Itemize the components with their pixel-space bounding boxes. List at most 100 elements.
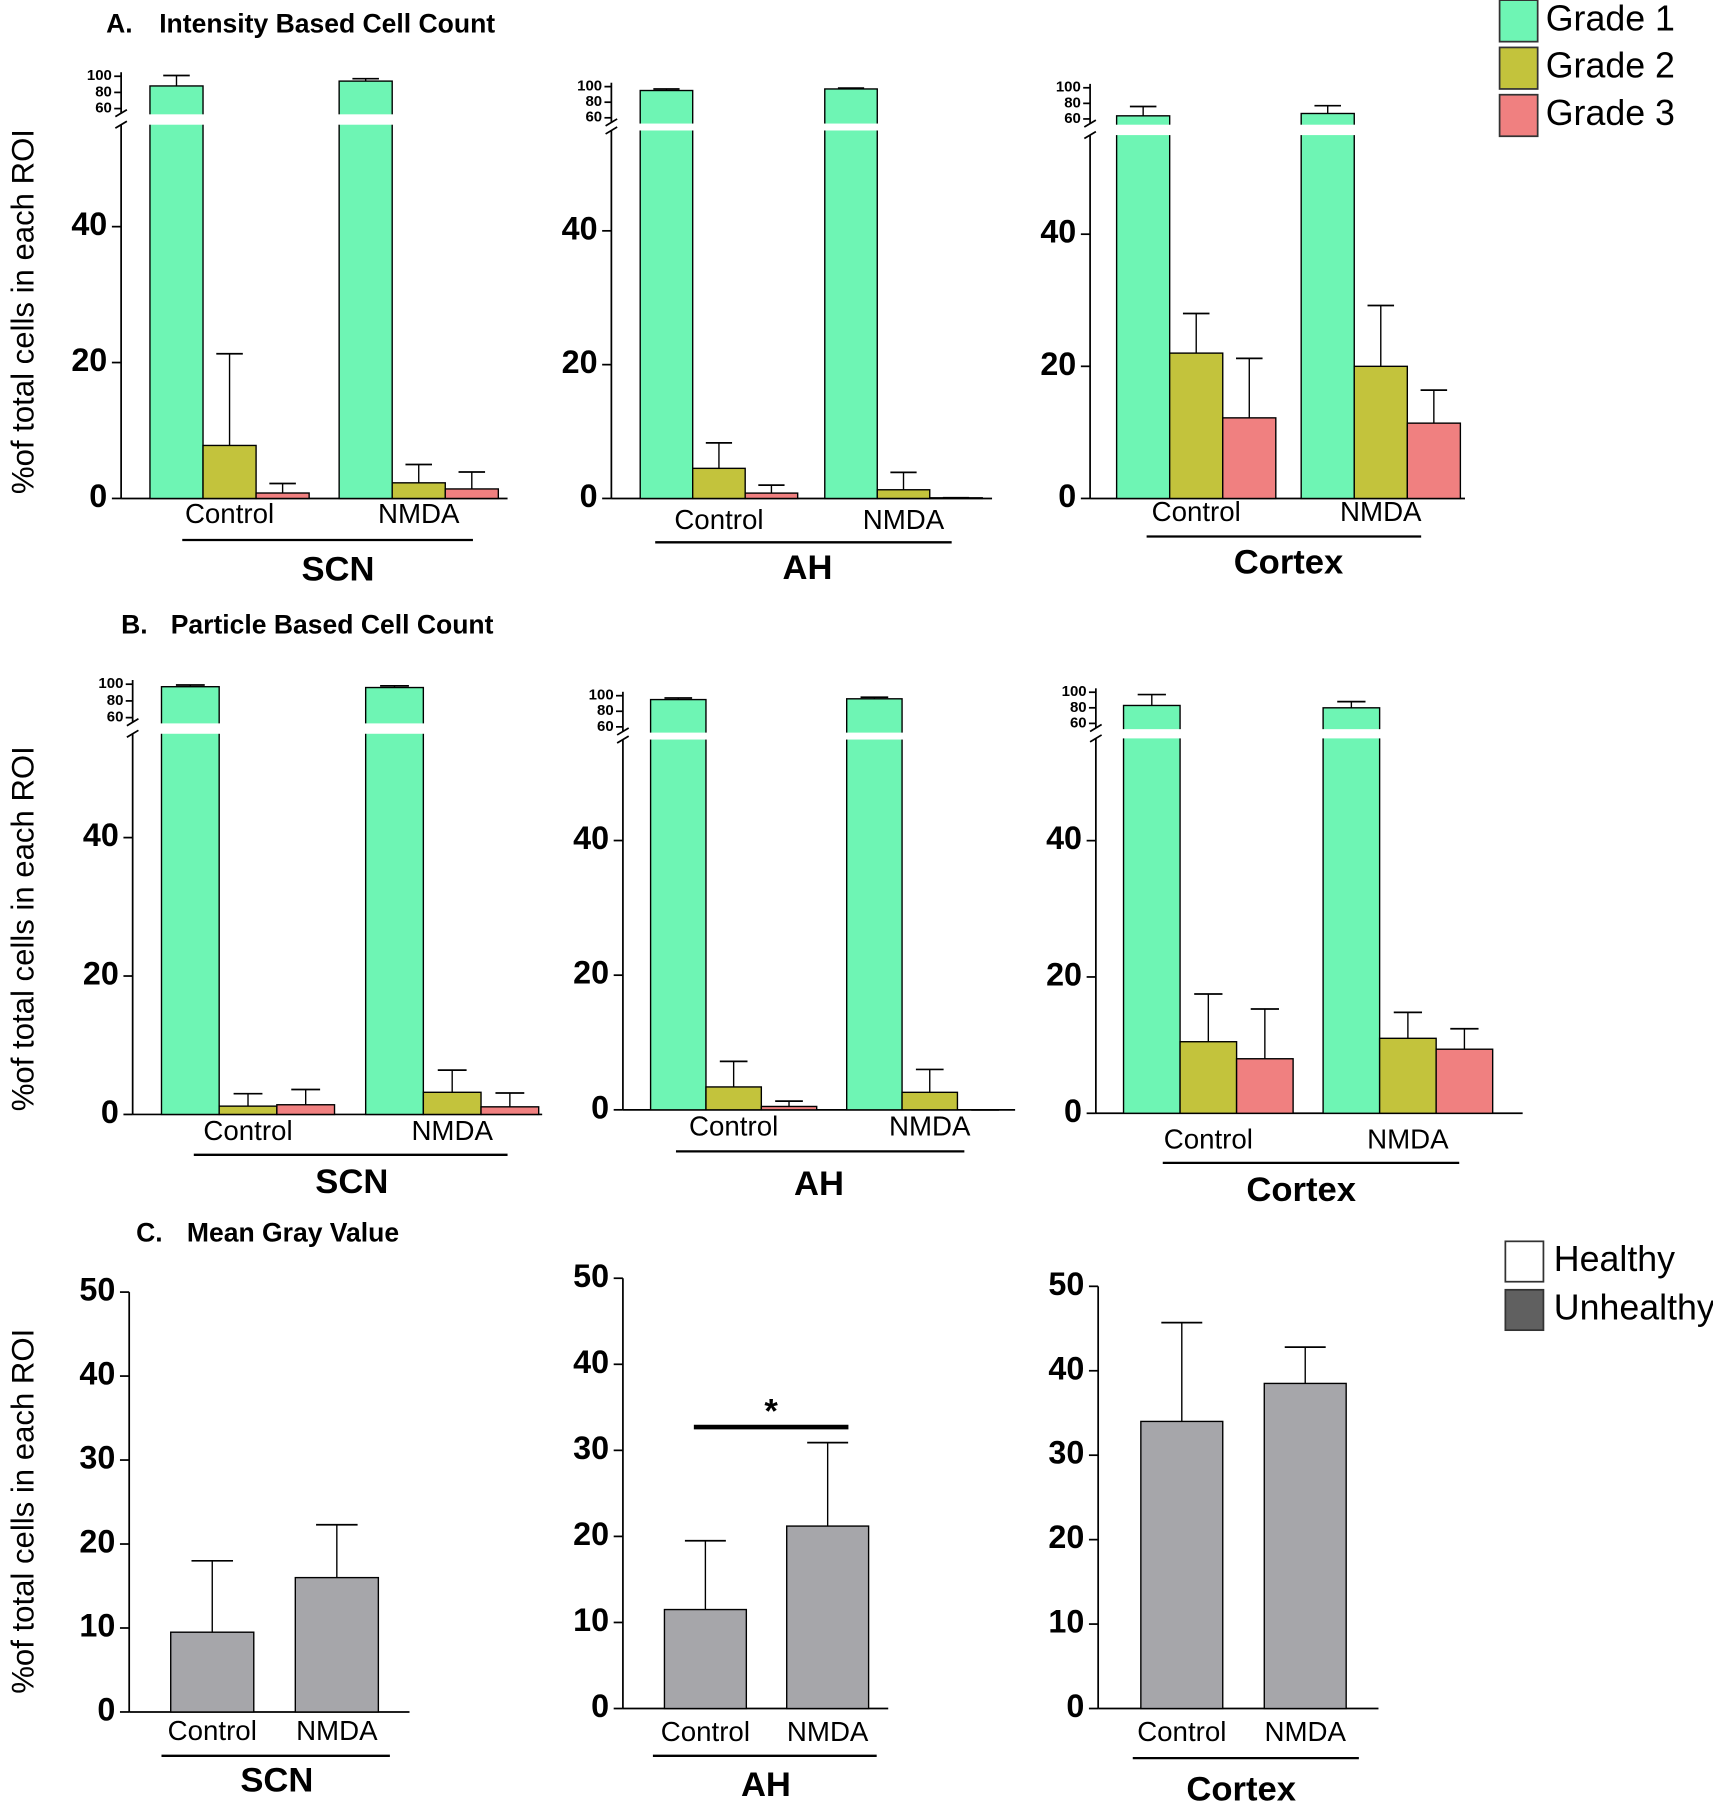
y-tick-label: 60 bbox=[597, 718, 614, 735]
y-tick-label: 40 bbox=[1040, 214, 1076, 250]
axis-break bbox=[1089, 723, 1103, 733]
y-tick-label: 100 bbox=[1062, 683, 1087, 700]
y-tick-label: 0 bbox=[1064, 1093, 1082, 1129]
bar bbox=[202, 444, 257, 500]
x-tick-label: Control bbox=[1137, 1716, 1226, 1747]
x-tick-label: NMDA bbox=[889, 1111, 971, 1142]
y-tick-label: 20 bbox=[1046, 956, 1082, 992]
y-tick-label: 60 bbox=[1070, 714, 1087, 731]
x-tick-label: NMDA bbox=[1264, 1716, 1346, 1747]
x-tick-label: NMDA bbox=[296, 1715, 378, 1746]
bar bbox=[639, 89, 694, 500]
axis-break-band bbox=[1321, 729, 1381, 739]
bar bbox=[1115, 115, 1171, 500]
bar bbox=[1378, 1037, 1437, 1114]
axis-break bbox=[605, 126, 618, 135]
bar bbox=[649, 698, 707, 1111]
panel-title: Intensity Based Cell Count bbox=[159, 9, 495, 39]
y-tick-label: 40 bbox=[1048, 1350, 1084, 1386]
y-tick-label: 100 bbox=[98, 675, 123, 692]
y-tick-label: 80 bbox=[597, 702, 614, 719]
y-tick-label: 100 bbox=[577, 78, 602, 95]
panel-label: C. bbox=[136, 1217, 163, 1247]
axis-break-band bbox=[148, 114, 205, 125]
panel-title: Mean Gray Value bbox=[187, 1217, 399, 1247]
bar bbox=[480, 1106, 540, 1116]
group-label: SCN bbox=[240, 1761, 313, 1799]
axis-break bbox=[1083, 130, 1097, 140]
y-tick-label: 60 bbox=[1064, 110, 1081, 127]
y-tick-label: 100 bbox=[589, 687, 614, 704]
bar bbox=[846, 698, 903, 1111]
legend-swatch bbox=[1498, 0, 1539, 43]
legend-label: Grade 1 bbox=[1546, 0, 1675, 38]
y-tick-label: 80 bbox=[1064, 94, 1081, 111]
axis-break bbox=[605, 118, 618, 127]
y-tick-label: 0 bbox=[580, 478, 598, 514]
group-label: AH bbox=[741, 1766, 791, 1804]
bar bbox=[444, 488, 500, 500]
bar bbox=[422, 1091, 482, 1116]
y-tick-label: 50 bbox=[1048, 1266, 1084, 1302]
panel-title: Particle Based Cell Count bbox=[171, 610, 494, 640]
x-tick-label: Control bbox=[674, 504, 763, 535]
axis-break-band bbox=[639, 123, 694, 131]
legend-swatch bbox=[1504, 1288, 1545, 1332]
axis-break bbox=[616, 727, 630, 736]
group-label: AH bbox=[794, 1165, 844, 1203]
x-tick-label: NMDA bbox=[787, 1716, 869, 1747]
y-tick-label: 0 bbox=[1058, 478, 1076, 514]
panel-label: A. bbox=[106, 9, 133, 39]
bar bbox=[218, 1105, 278, 1116]
group-label: SCN bbox=[315, 1163, 388, 1201]
bar bbox=[391, 482, 446, 500]
y-tick-label: 20 bbox=[1040, 346, 1076, 382]
x-tick-label: NMDA bbox=[378, 498, 460, 529]
bar bbox=[1322, 707, 1381, 1114]
legend-label: Grade 3 bbox=[1546, 93, 1675, 133]
bar bbox=[1222, 417, 1277, 500]
legend-swatch bbox=[1498, 46, 1539, 90]
bar bbox=[1140, 1420, 1224, 1710]
bar bbox=[1122, 704, 1181, 1114]
y-axis-label: %of total cells in each ROI bbox=[6, 129, 41, 494]
legend-label: Grade 2 bbox=[1546, 46, 1675, 86]
bar bbox=[1235, 1058, 1294, 1114]
axis-break-band bbox=[1122, 729, 1182, 739]
x-tick-label: Control bbox=[1152, 496, 1241, 527]
y-tick-label: 80 bbox=[1070, 699, 1087, 716]
bar bbox=[338, 80, 393, 500]
bar bbox=[663, 1608, 748, 1710]
bar bbox=[276, 1104, 336, 1116]
x-tick-label: NMDA bbox=[1367, 1123, 1449, 1154]
axis-break bbox=[114, 108, 128, 118]
y-tick-label: 0 bbox=[591, 1089, 609, 1125]
y-tick-label: 40 bbox=[562, 210, 598, 246]
y-tick-label: 40 bbox=[83, 817, 119, 853]
bar bbox=[294, 1576, 380, 1713]
axis-break bbox=[616, 735, 630, 744]
y-tick-label: 10 bbox=[573, 1602, 609, 1638]
y-tick-label: 60 bbox=[585, 109, 602, 126]
axis-break-band bbox=[845, 732, 904, 740]
bar bbox=[824, 88, 878, 500]
y-tick-label: 40 bbox=[573, 820, 609, 856]
x-tick-label: Control bbox=[1164, 1123, 1253, 1154]
x-tick-label: NMDA bbox=[411, 1115, 493, 1146]
panel-label: B. bbox=[121, 610, 148, 640]
y-tick-label: 0 bbox=[97, 1692, 115, 1728]
axis-break-band bbox=[337, 114, 394, 125]
group-label: Cortex bbox=[1234, 543, 1344, 581]
group-label: Cortex bbox=[1186, 1771, 1296, 1809]
y-tick-label: 80 bbox=[585, 93, 602, 110]
y-tick-label: 100 bbox=[87, 67, 112, 84]
group-label: SCN bbox=[301, 550, 374, 588]
x-tick-label: Control bbox=[689, 1111, 778, 1142]
y-tick-label: 20 bbox=[573, 1516, 609, 1552]
y-tick-label: 20 bbox=[573, 955, 609, 991]
legend-label: Unhealthy bbox=[1554, 1287, 1713, 1327]
y-tick-label: 30 bbox=[79, 1440, 115, 1476]
y-tick-label: 100 bbox=[1056, 79, 1081, 96]
bar bbox=[149, 85, 204, 500]
bar bbox=[1179, 1041, 1238, 1114]
